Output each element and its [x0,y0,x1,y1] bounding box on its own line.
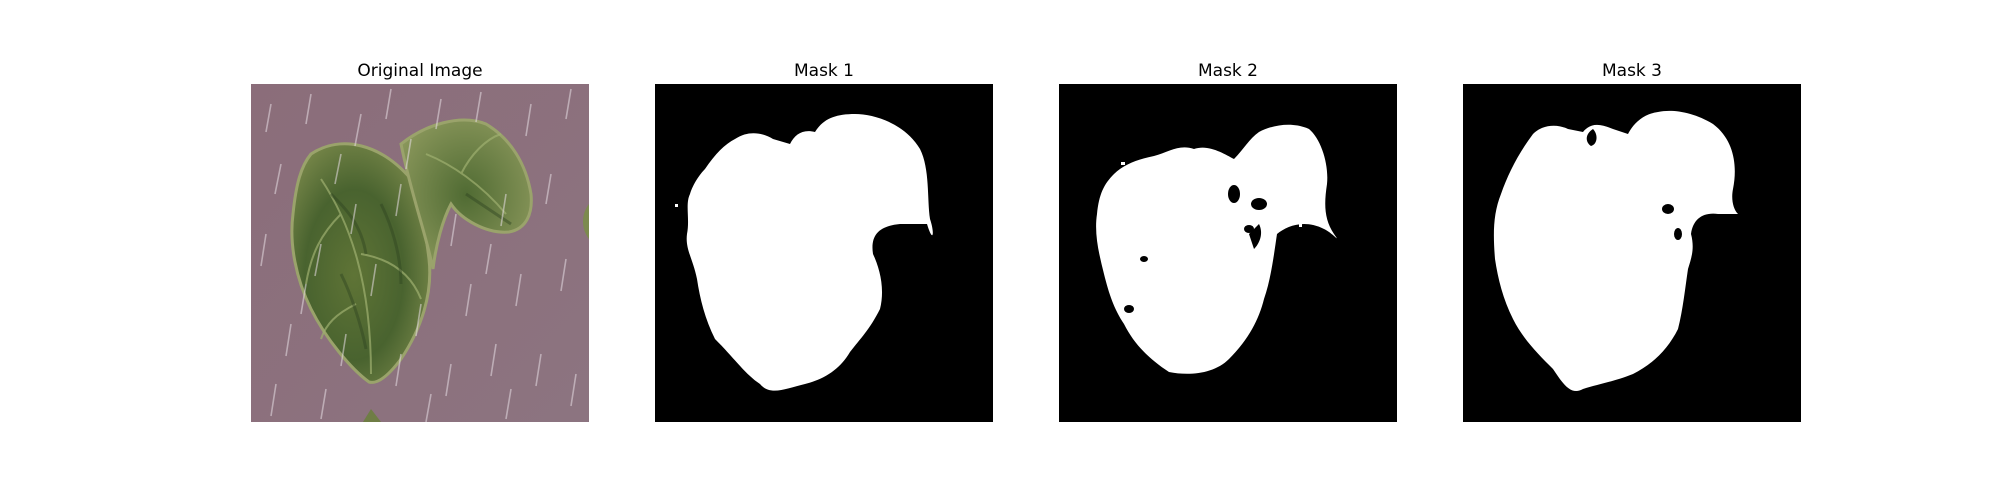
mask-3-image [1463,84,1801,422]
mask-2-image [1059,84,1397,422]
panel-mask-3: Mask 3 [1463,57,1801,422]
panel-title: Mask 2 [1197,61,1258,81]
panel-mask-1: Mask 1 [655,57,993,422]
mask-1-image [655,84,993,422]
panel-mask-2: Mask 2 [1059,57,1397,422]
panel-title: Original Image [357,61,483,81]
panel-title: Mask 3 [1601,61,1662,81]
panel-original-image: Original Image [251,57,589,422]
original-leaf-image [251,84,589,422]
panel-title: Mask 1 [793,61,854,81]
